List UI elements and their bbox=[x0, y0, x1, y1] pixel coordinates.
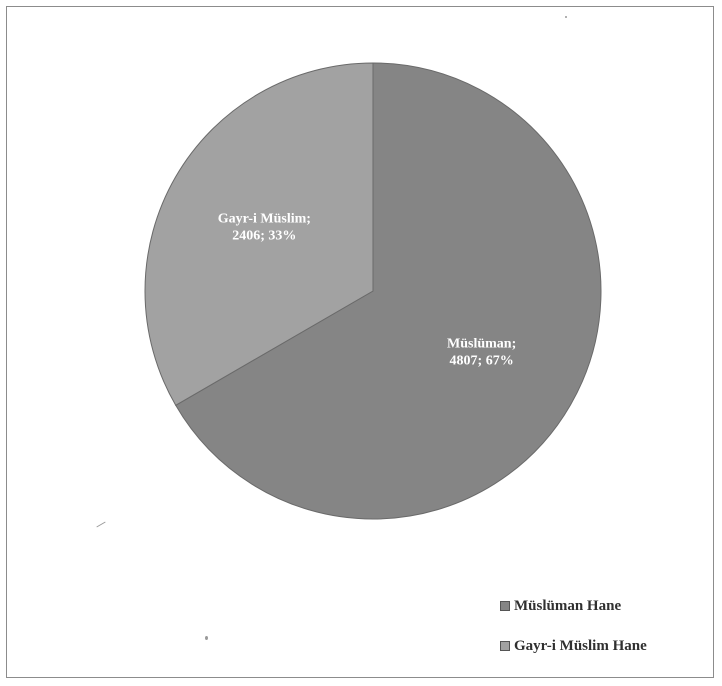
legend: Müslüman Hane Gayr-i Müslim Hane bbox=[500, 596, 700, 676]
legend-item-non-muslim: Gayr-i Müslim Hane bbox=[500, 636, 700, 656]
legend-label-non-muslim: Gayr-i Müslim Hane bbox=[514, 637, 647, 654]
data-label-non-muslim: Gayr-i Müslim; 2406; 33% bbox=[218, 211, 311, 243]
pie-slice-non-muslim bbox=[144, 62, 374, 406]
data-label-muslim: Müslüman; 4807; 67% bbox=[447, 337, 516, 369]
legend-item-muslim: Müslüman Hane bbox=[500, 596, 700, 616]
legend-swatch-non-muslim bbox=[500, 641, 510, 651]
pie-slice-muslim bbox=[175, 62, 602, 520]
scan-speck bbox=[205, 636, 208, 640]
scan-speck bbox=[565, 16, 567, 18]
legend-label-muslim: Müslüman Hane bbox=[514, 597, 622, 614]
legend-swatch-muslim bbox=[500, 601, 510, 611]
